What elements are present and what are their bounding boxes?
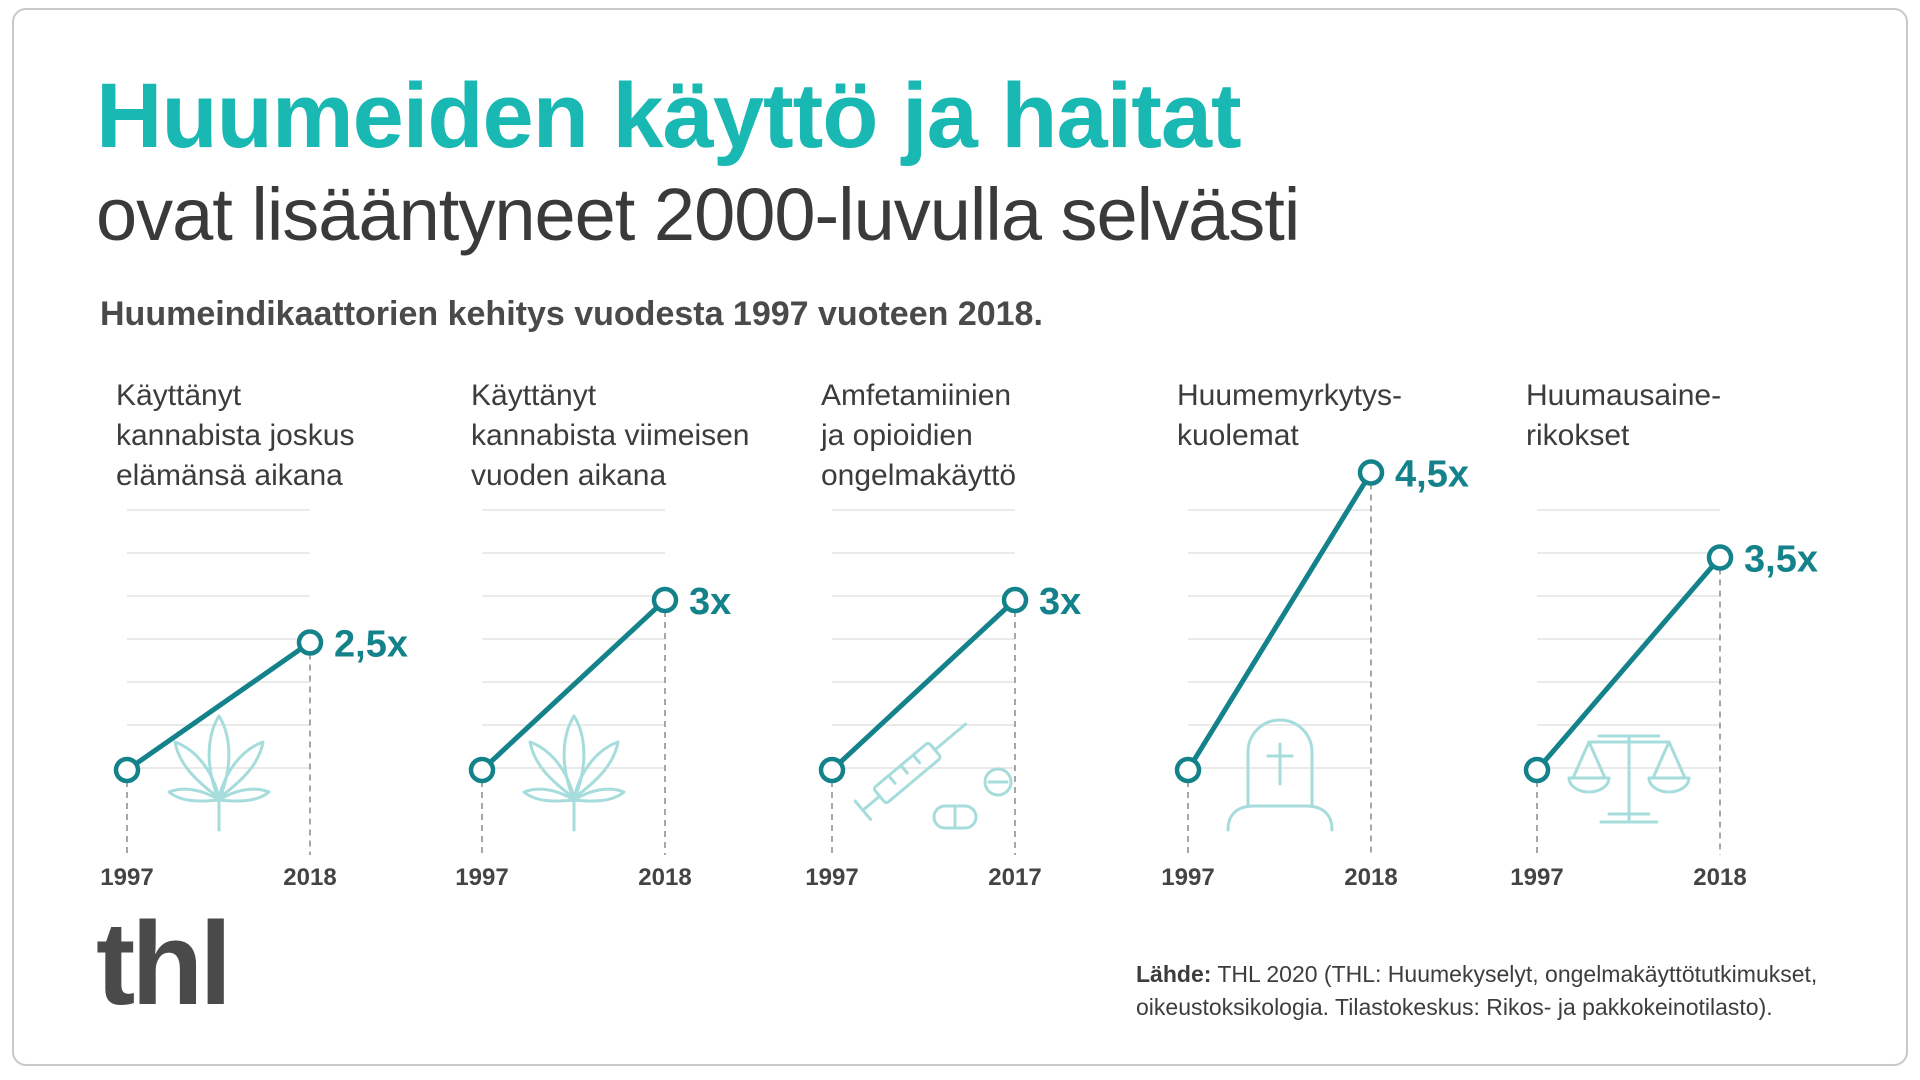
point-start xyxy=(113,756,141,784)
syringe-tick xyxy=(899,763,909,775)
x-tick-label: 2018 xyxy=(1693,864,1746,891)
series-line xyxy=(124,640,313,773)
syringe-needle xyxy=(933,722,967,752)
chart-title-line: vuoden aikana xyxy=(471,459,666,492)
scales-left-strings xyxy=(1571,740,1607,780)
source-note: Lähde: THL 2020 (THL: Huumekyselyt, onge… xyxy=(1136,958,1876,1025)
infographic-frame xyxy=(12,8,1908,1066)
pill-round xyxy=(983,767,1013,797)
x-tick-label: 2018 xyxy=(638,864,691,891)
indicator-chart-5: Huumausaine-rikokset 3,5x 1997 2018 xyxy=(1510,379,1818,891)
chart-title-line: Huumemyrkytys- xyxy=(1177,379,1402,412)
leaf-low-right xyxy=(217,787,271,803)
page-subtitle: ovat lisääntyneet 2000-luvulla selvästi xyxy=(96,173,1300,256)
scales-right-pan xyxy=(1647,776,1691,794)
leaf-center xyxy=(562,714,586,802)
x-tick-label: 1997 xyxy=(1510,864,1563,891)
syringe-tick xyxy=(887,774,897,785)
chart-title-line: kannabista viimeisen xyxy=(471,419,749,452)
scales-icon xyxy=(1567,734,1691,824)
chart-title-line: ja opioidien xyxy=(820,419,973,452)
chart-title-line: Amfetamiinien xyxy=(821,379,1011,412)
point-start xyxy=(818,756,846,784)
leaf-center xyxy=(207,714,231,802)
point-end xyxy=(1001,586,1029,614)
source-label: Lähde: xyxy=(1136,961,1212,987)
gravestone-icon xyxy=(1226,718,1334,832)
point-end xyxy=(651,586,679,614)
chart-title-line: Huumausaine- xyxy=(1526,379,1721,412)
syringe xyxy=(853,722,967,821)
data-label: 3x xyxy=(1039,581,1081,623)
syringe-pills-icon xyxy=(853,722,1013,830)
point-end xyxy=(296,629,324,656)
chart-title-line: Käyttänyt xyxy=(471,379,597,412)
series-line xyxy=(1185,470,1374,773)
chart-title-line: kannabista joskus xyxy=(116,419,354,452)
x-tick-label: 1997 xyxy=(455,864,508,891)
chart-title-line: ongelmakäyttö xyxy=(821,459,1016,492)
data-label: 3x xyxy=(689,581,731,623)
syringe-plunger xyxy=(861,794,882,812)
indicator-chart-1: Käyttänyt kannabista joskus elämänsä aikan… xyxy=(100,379,408,891)
page-title: Huumeiden käyttö ja haitat xyxy=(96,65,1242,167)
source-line-1: THL 2020 (THL: Huumekyselyt, ongelmakäyt… xyxy=(1217,961,1818,987)
scales-left-pan xyxy=(1567,776,1611,794)
leaf-low-left xyxy=(167,787,221,803)
x-tick-label: 2018 xyxy=(283,864,336,891)
data-label: 3,5x xyxy=(1744,539,1818,581)
indicator-chart-2: Käyttänyt kannabista viimeisen vuoden aika… xyxy=(455,379,749,891)
source-line-2: oikeustoksikologia. Tilastokeskus: Rikos… xyxy=(1136,994,1773,1021)
series-line xyxy=(1534,555,1723,773)
indicator-chart-3: Amfetamiinien ja opioidien ongelmakäyttö 3x… xyxy=(805,379,1081,891)
point-end xyxy=(1706,544,1734,571)
chart-lead-text: Huumeindikaattorien kehitys vuodesta 199… xyxy=(100,295,1043,333)
chart-title-line: rikokset xyxy=(1526,419,1630,452)
leaf-right xyxy=(217,740,265,800)
leaf-left xyxy=(173,740,221,800)
point-start xyxy=(468,756,496,784)
point-start xyxy=(1174,756,1202,784)
gravestone-body xyxy=(1246,718,1314,808)
leaf-low-left xyxy=(522,787,576,803)
x-tick-label: 1997 xyxy=(1161,864,1214,891)
cannabis-leaf-icon xyxy=(522,714,626,832)
x-tick-label: 1997 xyxy=(100,864,153,891)
leaf-left xyxy=(528,740,576,800)
syringe-tick xyxy=(911,753,922,765)
cannabis-leaf-icon xyxy=(167,714,271,832)
thl-logo: thl xyxy=(96,898,232,1030)
x-tick-label: 1997 xyxy=(805,864,858,891)
x-tick-label: 2018 xyxy=(1344,864,1397,891)
chart-title-line: Käyttänyt xyxy=(116,379,242,412)
grave-mound xyxy=(1226,804,1334,832)
indicator-chart-4: Huumemyrkytys-kuolemat 4,5x 1997 2018 xyxy=(1161,379,1469,891)
point-end xyxy=(1357,459,1385,486)
syringe-handle xyxy=(853,799,873,821)
leaf-low-right xyxy=(572,787,626,803)
series-line xyxy=(829,597,1018,773)
point-start xyxy=(1523,756,1551,784)
leaf-right xyxy=(572,740,620,800)
data-label: 2,5x xyxy=(334,624,408,666)
series-line xyxy=(479,597,668,773)
data-label: 4,5x xyxy=(1395,454,1469,496)
chart-title-line: kuolemat xyxy=(1177,419,1299,452)
chart-title-line: elämänsä aikana xyxy=(116,459,343,492)
x-tick-label: 2017 xyxy=(988,864,1041,891)
scales-right-strings xyxy=(1651,740,1687,780)
